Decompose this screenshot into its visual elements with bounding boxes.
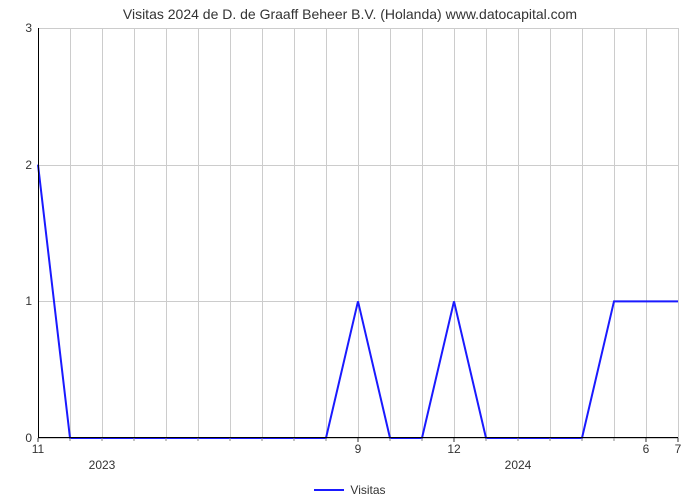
- legend-label: Visitas: [350, 483, 385, 497]
- grid-line-vertical: [678, 28, 679, 438]
- x-minor-tick: [262, 438, 263, 441]
- legend: Visitas: [0, 478, 700, 497]
- x-sub-label: 2024: [505, 458, 532, 472]
- y-tick-label: 0: [18, 431, 32, 445]
- legend-item: Visitas: [314, 483, 385, 497]
- series-line: [38, 165, 678, 438]
- x-tick-label: 11: [32, 442, 44, 456]
- chart-container: Visitas 2024 de D. de Graaff Beheer B.V.…: [0, 0, 700, 500]
- x-minor-tick: [614, 438, 615, 441]
- line-plot: [38, 28, 678, 438]
- chart-title: Visitas 2024 de D. de Graaff Beheer B.V.…: [0, 6, 700, 22]
- x-minor-tick: [230, 438, 231, 441]
- y-tick-label: 2: [18, 158, 32, 172]
- x-sub-label: 2023: [89, 458, 116, 472]
- x-minor-tick: [518, 438, 519, 441]
- x-minor-tick: [70, 438, 71, 441]
- x-tick-label: 6: [643, 442, 650, 456]
- x-minor-tick: [166, 438, 167, 441]
- x-minor-tick: [582, 438, 583, 441]
- x-minor-tick: [294, 438, 295, 441]
- x-tick-label: 9: [355, 442, 362, 456]
- x-tick-label: 7: [675, 442, 682, 456]
- x-minor-tick: [390, 438, 391, 441]
- x-minor-tick: [102, 438, 103, 441]
- x-minor-tick: [198, 438, 199, 441]
- y-tick-label: 3: [18, 21, 32, 35]
- legend-swatch: [314, 489, 344, 491]
- x-minor-tick: [486, 438, 487, 441]
- y-tick-label: 1: [18, 294, 32, 308]
- x-minor-tick: [326, 438, 327, 441]
- x-minor-tick: [550, 438, 551, 441]
- x-tick-label: 12: [447, 442, 460, 456]
- x-minor-tick: [134, 438, 135, 441]
- x-minor-tick: [422, 438, 423, 441]
- plot-area: [38, 28, 678, 438]
